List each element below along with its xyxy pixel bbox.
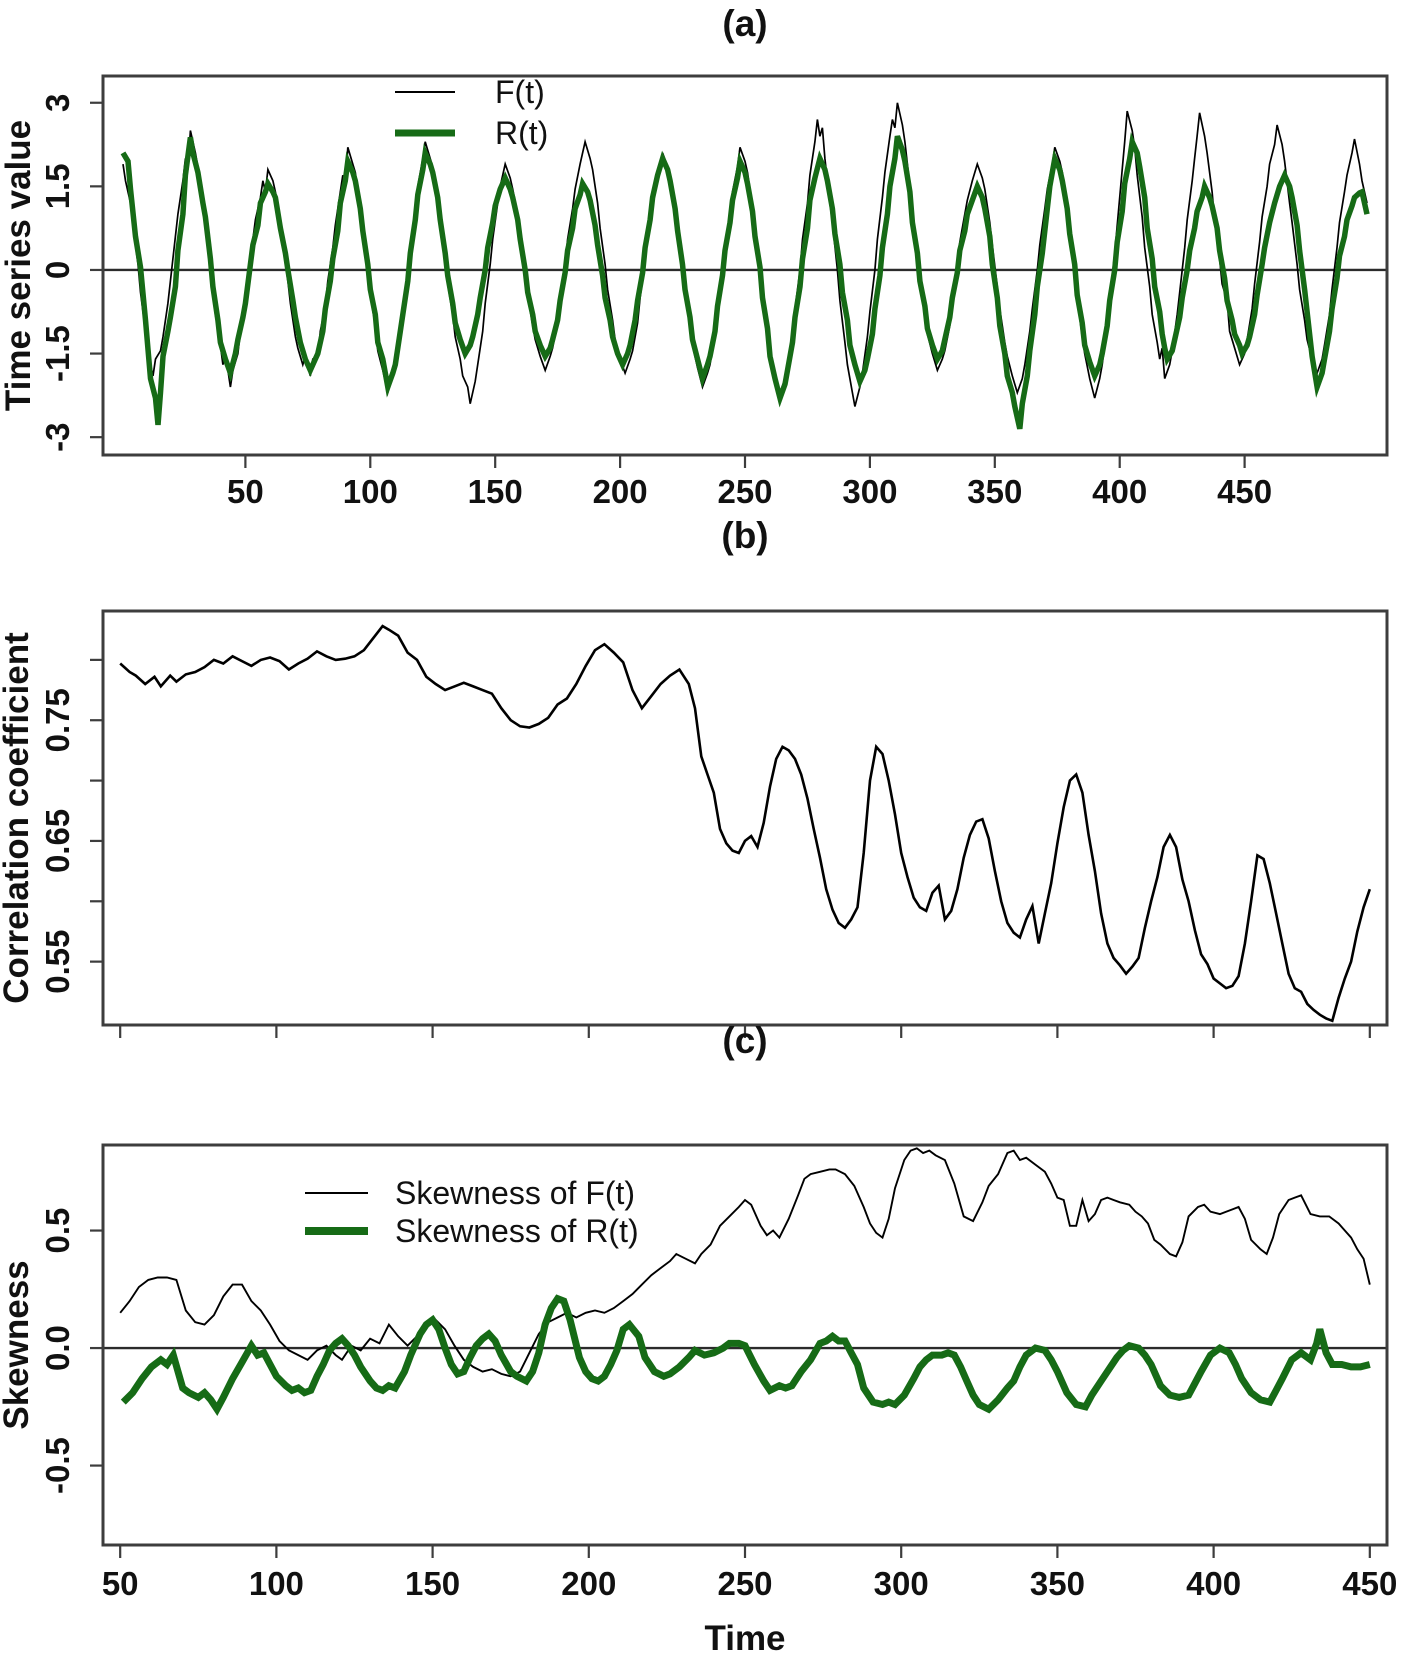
series-R(t) <box>120 132 1370 430</box>
y-tick-label-b: 0.65 <box>39 809 76 873</box>
y-tick-label-c: 0.0 <box>39 1325 76 1371</box>
legend-label-a: F(t) <box>495 74 545 110</box>
x-tick-label-c: 50 <box>102 1565 139 1602</box>
series-F(t) <box>122 102 1368 407</box>
y-tick-label-a: -3 <box>39 422 76 451</box>
x-tick-label-c: 100 <box>249 1565 304 1602</box>
panel-title-b: (b) <box>721 515 768 556</box>
x-tick-label-c: 350 <box>1030 1565 1085 1602</box>
y-tick-label-a: 3 <box>39 94 76 112</box>
legend-label-c: Skewness of R(t) <box>395 1213 639 1249</box>
y-axis-title-c: Skewness <box>0 1260 36 1429</box>
x-tick-label-c: 250 <box>717 1565 772 1602</box>
legend-label-a: R(t) <box>495 115 548 151</box>
series-skewness-F <box>119 1147 1371 1378</box>
series-correlation <box>119 624 1372 1023</box>
panel-title-a: (a) <box>722 3 767 44</box>
x-tick-label-c: 400 <box>1186 1565 1241 1602</box>
x-tick-label-c: 200 <box>561 1565 616 1602</box>
series-skewness-R <box>120 1294 1371 1417</box>
x-tick-label-c: 150 <box>405 1565 460 1602</box>
legend-label-c: Skewness of F(t) <box>395 1175 635 1211</box>
y-tick-label-a: 0 <box>39 261 76 279</box>
y-tick-label-c: -0.5 <box>39 1437 76 1494</box>
y-axis-title-b: Correlation coefficient <box>0 632 36 1004</box>
x-axis-title-c: Time <box>704 1619 785 1658</box>
x-tick-label-c: 450 <box>1342 1565 1397 1602</box>
x-tick-label-a: 150 <box>468 473 523 510</box>
x-tick-label-a: 350 <box>967 473 1022 510</box>
x-tick-label-a: 100 <box>343 473 398 510</box>
y-tick-label-a: 1.5 <box>39 163 76 209</box>
x-tick-label-a: 300 <box>842 473 897 510</box>
x-tick-label-a: 200 <box>593 473 648 510</box>
plot-box-a <box>101 74 1389 457</box>
y-axis-title-a: Time series value <box>0 120 38 411</box>
panel-title-c: (c) <box>722 1020 767 1061</box>
x-tick-label-a: 400 <box>1092 473 1147 510</box>
x-tick-label-a: 250 <box>717 473 772 510</box>
x-tick-label-a: 450 <box>1217 473 1272 510</box>
y-tick-label-b: 0.75 <box>39 688 76 752</box>
x-tick-label-a: 50 <box>227 473 264 510</box>
y-tick-label-c: 0.5 <box>39 1208 76 1254</box>
y-tick-label-a: -1.5 <box>39 325 76 382</box>
plot-box-b <box>101 609 1389 1027</box>
x-tick-label-c: 300 <box>874 1565 929 1602</box>
y-tick-label-b: 0.55 <box>39 930 76 994</box>
